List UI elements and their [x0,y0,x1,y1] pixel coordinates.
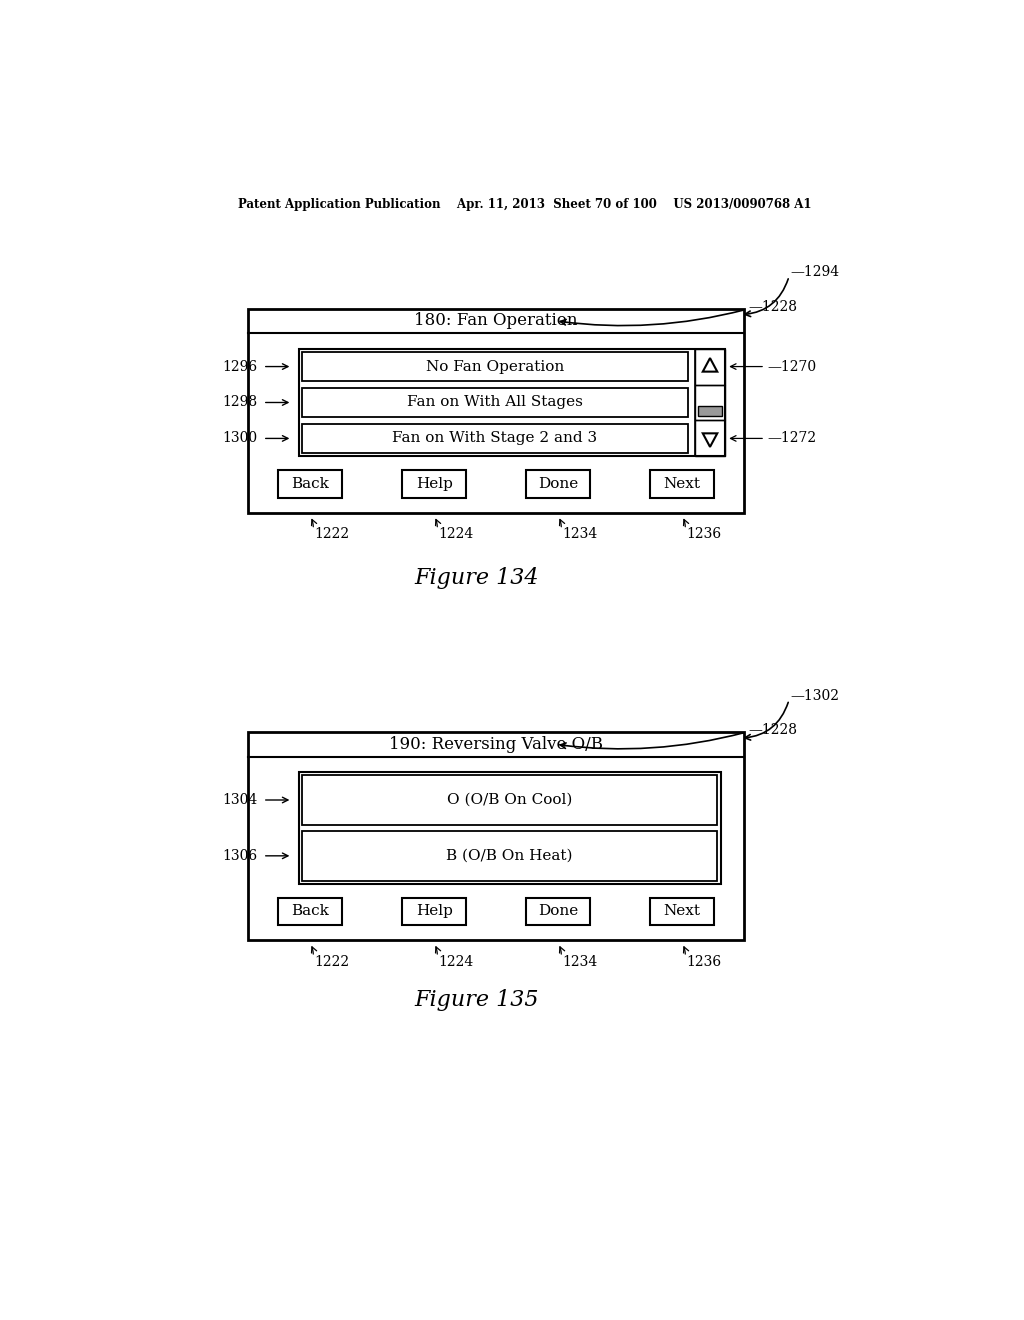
Text: O (O/B On Cool): O (O/B On Cool) [447,793,572,807]
Text: No Fan Operation: No Fan Operation [426,359,564,374]
Text: 1224: 1224 [438,954,474,969]
Text: 1236: 1236 [687,527,722,541]
Bar [248,733,744,940]
Text: 1224: 1224 [438,527,474,541]
Text: 1300: 1300 [222,432,257,445]
Bar [650,898,714,925]
Text: 1304: 1304 [222,793,257,807]
Text: Help: Help [416,904,453,919]
Text: —1228: —1228 [748,723,797,737]
Text: 1234: 1234 [563,954,598,969]
Bar [302,424,687,453]
Bar [697,407,722,416]
Bar [402,898,466,925]
Text: 1296: 1296 [222,359,257,374]
Text: Fan on With Stage 2 and 3: Fan on With Stage 2 and 3 [392,432,598,445]
Bar [302,351,687,381]
Bar [299,772,721,884]
Bar [695,384,725,421]
Bar [279,898,342,925]
Text: Done: Done [538,904,579,919]
Text: B (O/B On Heat): B (O/B On Heat) [446,849,573,863]
Bar [526,470,590,498]
Text: Figure 135: Figure 135 [415,989,539,1011]
Text: 1236: 1236 [687,954,722,969]
Text: —1294: —1294 [791,265,840,280]
Text: —1270: —1270 [767,359,816,374]
Text: 1298: 1298 [222,396,257,409]
Bar [695,348,725,384]
Text: 1222: 1222 [314,954,350,969]
Bar [299,348,725,457]
Bar [279,470,342,498]
Text: —1228: —1228 [748,300,797,314]
Bar [248,309,744,512]
Text: —1302: —1302 [791,689,840,702]
Bar [650,470,714,498]
Text: 1222: 1222 [314,527,350,541]
Text: Next: Next [664,904,700,919]
Text: Back: Back [291,904,329,919]
Text: Figure 134: Figure 134 [415,568,539,589]
Text: Patent Application Publication    Apr. 11, 2013  Sheet 70 of 100    US 2013/0090: Patent Application Publication Apr. 11, … [238,198,812,211]
Bar [302,388,687,417]
Text: Fan on With All Stages: Fan on With All Stages [407,396,583,409]
Text: 1306: 1306 [222,849,257,863]
Text: —1272: —1272 [767,432,816,445]
Text: 1234: 1234 [563,527,598,541]
Text: Help: Help [416,477,453,491]
Text: Next: Next [664,477,700,491]
Text: Back: Back [291,477,329,491]
Bar [402,470,466,498]
Text: 190: Reversing Valve O/B: 190: Reversing Valve O/B [389,735,603,752]
Bar [302,832,717,880]
Bar [526,898,590,925]
Bar [695,421,725,457]
Bar [302,775,717,825]
Text: 180: Fan Operation: 180: Fan Operation [415,313,578,330]
Text: Done: Done [538,477,579,491]
